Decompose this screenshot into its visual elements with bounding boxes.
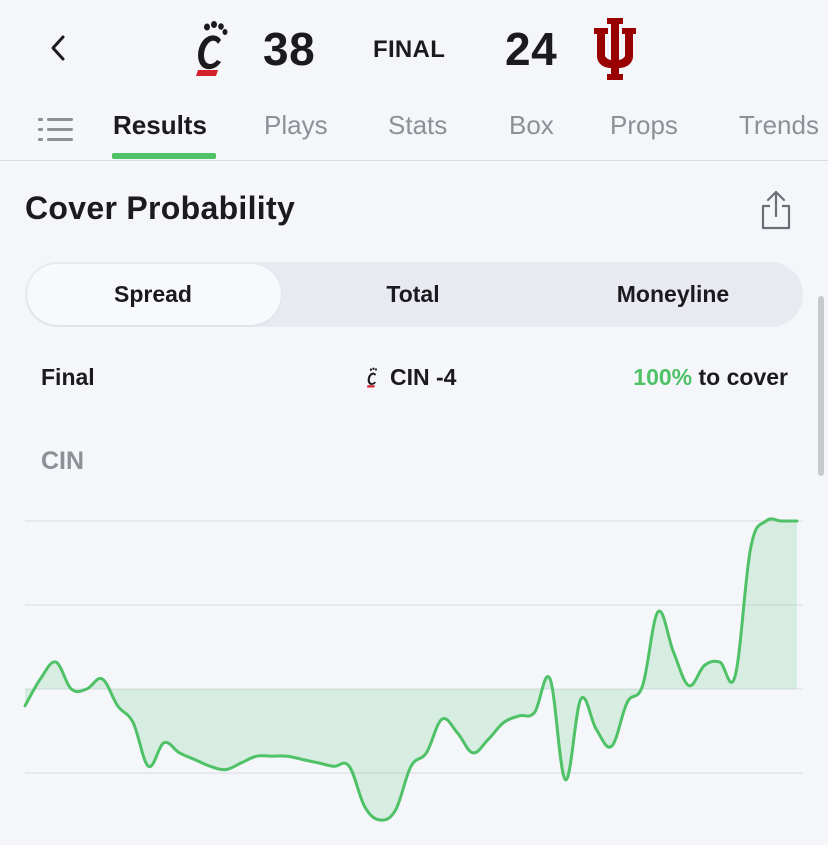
chevron-left-icon (51, 35, 65, 61)
probability-area (25, 518, 797, 821)
summary-pick-text: CIN -4 (390, 364, 457, 390)
cover-probability-chart (23, 517, 803, 822)
segment-selected-pill (27, 264, 281, 325)
segment-moneyline[interactable]: Moneyline (616, 281, 730, 307)
back-button[interactable] (36, 26, 80, 70)
active-tab-indicator (112, 153, 216, 159)
home-score: 38 (263, 23, 316, 75)
share-icon (761, 190, 791, 230)
list-icon (38, 118, 73, 141)
summary-pct: 100% (633, 364, 693, 390)
tab-trends[interactable]: Trends (739, 110, 819, 140)
share-button[interactable] (756, 188, 796, 232)
list-menu-button[interactable] (36, 114, 76, 146)
bearcat-c-logo-icon (196, 21, 228, 76)
chart-gridlines (25, 520, 803, 774)
section-title: Cover Probability (25, 190, 296, 226)
market-segmented-control: Spread Total Moneyline (25, 262, 803, 327)
scrollbar[interactable] (818, 296, 824, 476)
tab-results[interactable]: Results (113, 110, 207, 140)
tab-props[interactable]: Props (610, 110, 678, 140)
probability-line (23, 517, 799, 822)
game-header: 38 FINAL 24 (0, 0, 828, 100)
tab-stats[interactable]: Stats (388, 110, 448, 140)
segment-total[interactable]: Total (386, 281, 440, 307)
game-tabs: Results Plays Stats Box Props Trends (0, 100, 828, 161)
bearcat-c-mini-icon (366, 366, 378, 387)
iu-trident-logo-icon (594, 18, 636, 80)
away-score: 24 (505, 23, 558, 75)
segment-spread[interactable]: Spread (114, 281, 192, 307)
summary-pick: CIN -4 (364, 364, 456, 391)
summary-suffix: to cover (692, 364, 789, 390)
game-status: FINAL (373, 36, 446, 63)
tab-box[interactable]: Box (509, 110, 554, 140)
summary-probability: 100% to cover (633, 364, 788, 391)
tab-plays[interactable]: Plays (264, 110, 328, 140)
summary-label: Final (41, 364, 95, 390)
chart-team-label: CIN (41, 447, 85, 475)
indiana-logo[interactable] (589, 16, 641, 82)
cincinnati-logo[interactable] (188, 18, 232, 82)
